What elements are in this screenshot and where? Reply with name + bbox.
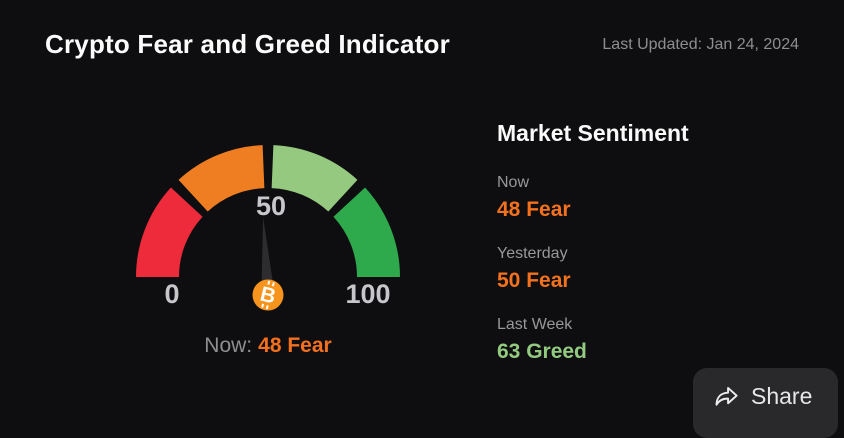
- gauge-tick-max: 100: [345, 279, 390, 309]
- share-button[interactable]: Share: [693, 368, 838, 438]
- fear-greed-gauge: 0 50 100 B: [113, 130, 423, 320]
- sentiment-item-value: 63 Greed: [497, 340, 587, 363]
- sentiment-item: Last Week 63 Greed: [497, 315, 797, 364]
- sentiment-item-label: Now: [497, 174, 530, 191]
- gauge-caption: Now: 48 Fear: [113, 334, 423, 358]
- market-sentiment-panel: Market Sentiment Now 48 Fear Yesterday 5…: [497, 120, 797, 386]
- svg-text:B: B: [258, 282, 278, 308]
- sentiment-item-value: 48 Fear: [497, 198, 571, 221]
- gauge-caption-prefix: Now:: [204, 334, 253, 357]
- last-updated-text: Last Updated: Jan 24, 2024: [602, 36, 799, 53]
- sentiment-heading: Market Sentiment: [497, 120, 689, 146]
- gauge-chart: 0 50 100 B: [136, 145, 400, 311]
- gauge-caption-value: 48 Fear: [258, 334, 332, 357]
- share-button-label: Share: [751, 383, 813, 409]
- bitcoin-glyph: B: [258, 280, 278, 310]
- sentiment-item-label: Last Week: [497, 316, 573, 333]
- sentiment-item: Yesterday 50 Fear: [497, 244, 797, 293]
- gauge-tick-min: 0: [164, 279, 179, 309]
- sentiment-item: Now 48 Fear: [497, 173, 797, 222]
- gauge-segment: [333, 187, 400, 277]
- bitcoin-icon: [252, 279, 284, 311]
- sentiment-item-value: 50 Fear: [497, 269, 571, 292]
- gauge-segment: [178, 145, 265, 212]
- page-title: Crypto Fear and Greed Indicator: [45, 29, 450, 59]
- share-forward-icon: [715, 386, 738, 406]
- gauge-needle: [261, 217, 275, 297]
- sentiment-item-label: Yesterday: [497, 245, 568, 262]
- gauge-tick-mid: 50: [256, 191, 286, 221]
- gauge-segment: [271, 145, 358, 212]
- gauge-segment: [136, 187, 203, 277]
